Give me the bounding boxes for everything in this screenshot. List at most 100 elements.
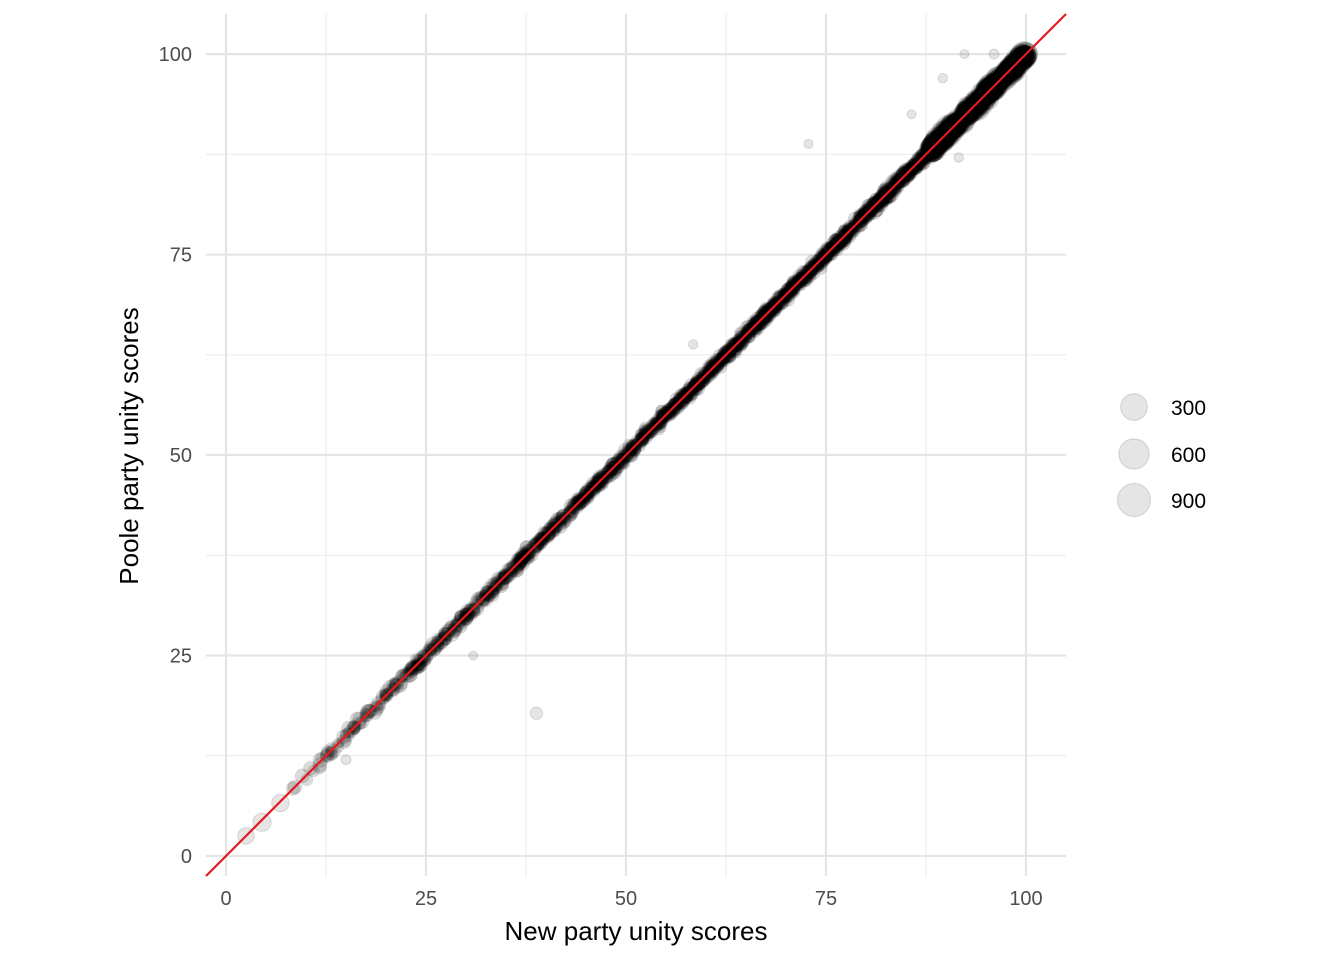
data-point [841, 228, 857, 244]
data-point [894, 173, 905, 184]
data-point [1008, 59, 1024, 75]
data-point [808, 258, 820, 270]
data-point [441, 622, 457, 638]
data-point [645, 426, 658, 439]
data-point [780, 292, 791, 303]
data-point [517, 554, 529, 566]
data-point [914, 148, 929, 163]
data-point [987, 78, 1004, 95]
x-tick-label: 0 [220, 888, 231, 910]
data-point [977, 92, 991, 106]
data-point [875, 188, 890, 204]
y-tick-label: 100 [159, 44, 192, 66]
data-point [876, 191, 887, 201]
data-point [861, 203, 875, 217]
data-point [1017, 52, 1030, 65]
data-point [706, 358, 720, 373]
data-point [999, 71, 1011, 83]
data-point [985, 84, 1000, 99]
data-point [980, 87, 995, 101]
data-point [822, 247, 836, 261]
data-point [798, 272, 811, 285]
data-point [819, 249, 834, 264]
data-point [996, 72, 1011, 87]
data-point [687, 381, 704, 397]
data-point [833, 235, 847, 249]
x-tick-label: 100 [1009, 888, 1042, 910]
data-point [837, 223, 853, 239]
data-point [498, 569, 509, 581]
data-point [862, 200, 877, 215]
data-point [873, 189, 888, 204]
data-point [619, 448, 635, 464]
data-point [403, 664, 416, 677]
data-point [984, 87, 997, 99]
data-point [993, 68, 1009, 83]
data-point [394, 669, 409, 683]
data-point [721, 343, 735, 357]
data-point [605, 457, 622, 473]
data-point [876, 191, 888, 203]
data-point [832, 236, 846, 251]
data-point [307, 764, 320, 778]
data-point [490, 571, 507, 587]
data-point [416, 648, 432, 663]
data-point [627, 445, 638, 457]
data-point [700, 366, 716, 383]
data-point [618, 453, 630, 465]
data-point [437, 631, 452, 647]
data-point [976, 92, 991, 107]
data-point [608, 463, 623, 478]
data-point [972, 90, 988, 106]
data-point [412, 658, 427, 674]
data-point [326, 749, 338, 762]
data-point [468, 600, 485, 617]
data-point [856, 211, 872, 226]
data-point [852, 213, 865, 227]
legend-key-circle [1118, 438, 1150, 470]
data-point [740, 328, 757, 344]
data-point [720, 347, 737, 363]
data-point [795, 270, 809, 284]
x-axis-tick-labels: 0 25 50 75 100 [220, 888, 1042, 910]
data-point [863, 200, 877, 214]
data-point [836, 228, 849, 241]
data-point [1003, 64, 1019, 80]
data-point [487, 582, 501, 596]
data-point [474, 593, 490, 609]
data-point [861, 201, 877, 216]
data-point [493, 572, 506, 585]
data-point [944, 124, 961, 141]
data-point [352, 711, 368, 727]
data-point [640, 422, 656, 438]
data-point [953, 119, 964, 130]
data-point [937, 125, 952, 139]
data-point [1002, 65, 1018, 81]
data-point [480, 584, 495, 599]
data-point [502, 562, 517, 577]
data-point [995, 71, 1011, 86]
data-point [855, 215, 868, 228]
data-point [925, 137, 940, 151]
data-point [441, 624, 455, 638]
data-point [793, 277, 808, 292]
data-point [660, 407, 676, 423]
data-point [556, 508, 570, 523]
data-point [687, 382, 701, 396]
data-point [501, 562, 516, 577]
data-point [454, 609, 468, 623]
data-point [834, 228, 849, 243]
data-point [720, 345, 733, 358]
data-point [417, 651, 432, 667]
data-point [896, 174, 910, 188]
data-point [699, 372, 711, 383]
data-point [271, 793, 290, 813]
data-point [666, 399, 679, 412]
data-point [822, 241, 837, 256]
legend-label: 900 [1171, 490, 1206, 513]
data-point [953, 152, 965, 163]
data-point [625, 440, 638, 453]
data-point [897, 166, 911, 179]
data-point [497, 568, 511, 581]
